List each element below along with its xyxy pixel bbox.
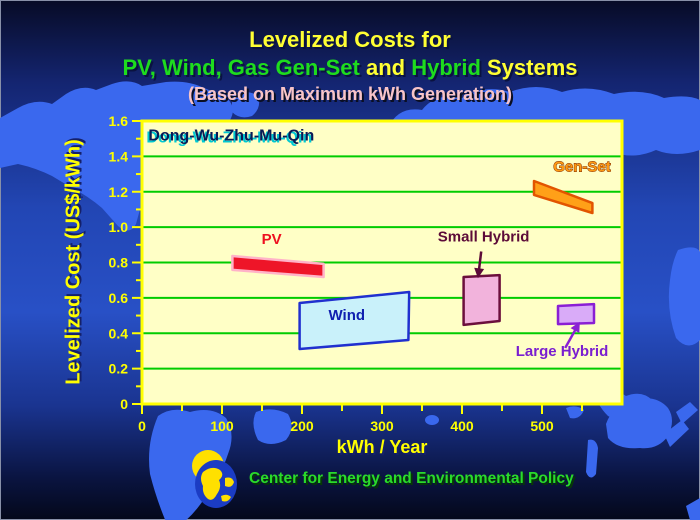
y-tick-label: 0.4 xyxy=(109,325,129,341)
slide-title-line1: Levelized Costs for xyxy=(249,27,451,52)
y-tick-label: 1.0 xyxy=(109,219,129,235)
series-label-small-hybrid: Small Hybrid xyxy=(438,228,530,245)
arrow-line-large-hybrid xyxy=(564,327,578,349)
series-label-large-hybrid: Large Hybrid xyxy=(516,343,609,360)
globe-landmass-icon xyxy=(221,494,231,502)
island-tail xyxy=(586,439,598,478)
arrow-head-large-hybrid xyxy=(570,321,580,334)
arrow-head-small-hybrid xyxy=(474,267,485,279)
title-segment: PV, Wind, Gas Gen-Set xyxy=(122,54,360,80)
cost-region-gen-set[interactable] xyxy=(532,179,594,215)
island-corner xyxy=(686,498,700,520)
y-tick-label: 0 xyxy=(120,396,128,412)
cost-region-small-hybrid[interactable] xyxy=(462,273,501,327)
y-tick-label: 0.8 xyxy=(109,255,129,271)
island-blob xyxy=(253,409,292,444)
y-tick-label: 0.2 xyxy=(109,361,129,377)
site-label-shadow: Dong-Wu-Zhu-Mu-Qin xyxy=(146,129,312,146)
continent-australia xyxy=(606,398,672,449)
series-label-pv: PV xyxy=(262,231,282,248)
slide-title-line2: PV, Wind, Gas Gen-Set and Hybrid Systems xyxy=(0,54,700,82)
slide-subtitle: (Based on Maximum kWh Generation) xyxy=(187,84,513,104)
x-tick-label: 0 xyxy=(138,418,146,434)
x-axis-title: kWh / Year xyxy=(336,437,428,457)
globe-landmass-icon xyxy=(201,467,223,500)
y-tick-label: 1.2 xyxy=(109,184,129,200)
site-label: Dong-Wu-Zhu-Mu-Qin xyxy=(148,127,314,144)
cost-region-large-hybrid[interactable] xyxy=(556,302,596,326)
island-small xyxy=(566,406,584,419)
cost-region-wind[interactable] xyxy=(298,290,411,351)
x-tick-label: 500 xyxy=(530,418,554,434)
slide-header: Levelized Costs for PV, Wind, Gas Gen-Se… xyxy=(0,26,700,106)
arrow-line-small-hybrid xyxy=(477,251,483,272)
y-tick-label: 1.6 xyxy=(109,113,129,129)
island-new-zealand-south xyxy=(664,420,689,447)
title-segment: Systems xyxy=(480,54,578,80)
series-label-gen-set: Gen-Set xyxy=(553,158,611,175)
y-tick-label: 1.4 xyxy=(109,148,129,164)
x-tick-label: 400 xyxy=(450,418,474,434)
continent-africa-fragment xyxy=(668,247,700,346)
sun-globe-logo-icon xyxy=(192,450,237,508)
footer-org-name: Center for Energy and Environmental Poli… xyxy=(249,470,574,487)
x-tick-label: 200 xyxy=(290,418,314,434)
series-label-wind: Wind xyxy=(329,307,366,324)
title-segment: and xyxy=(359,54,412,80)
continent-south-america xyxy=(149,409,232,520)
x-tick-label: 100 xyxy=(210,418,234,434)
title-segment: Hybrid xyxy=(411,54,481,80)
x-tick-label: 300 xyxy=(370,418,394,434)
continent-north-america xyxy=(0,81,233,231)
slide-footer: Center for Energy and Environmental Poli… xyxy=(188,448,574,510)
y-tick-label: 0.6 xyxy=(109,290,129,306)
continent-greenland xyxy=(232,92,260,118)
globe-landmass-icon xyxy=(225,477,234,487)
island-new-zealand-north xyxy=(676,402,698,424)
cost-region-pv[interactable] xyxy=(231,254,325,279)
island-dot xyxy=(425,415,439,425)
